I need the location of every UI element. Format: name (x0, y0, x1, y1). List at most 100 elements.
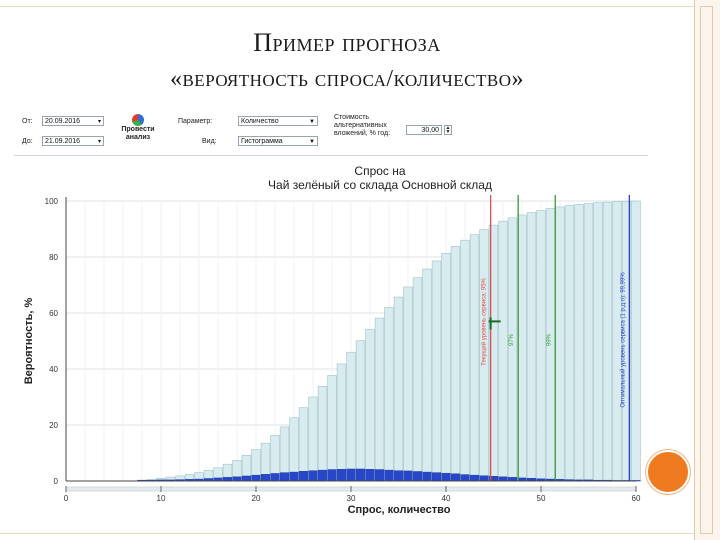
cumulative-bar (327, 375, 337, 482)
cumulative-bar (507, 217, 518, 482)
density-bar (441, 472, 451, 482)
pie-chart-icon[interactable] (132, 114, 144, 126)
density-bar (498, 476, 508, 482)
param-select[interactable]: Количество ▼ (238, 116, 318, 126)
cumulative-bar (574, 204, 584, 482)
chevron-down-icon: ▼ (309, 139, 315, 145)
density-bar (336, 469, 347, 482)
density-bar (450, 473, 461, 482)
cumulative-bar (517, 214, 527, 482)
param-label: Параметр: (178, 118, 213, 125)
cumulative-bar (422, 268, 432, 482)
cumulative-bar (526, 212, 537, 482)
density-bar (232, 476, 242, 482)
cumulative-bar (593, 202, 603, 482)
cumulative-bar (384, 307, 394, 482)
cumulative-bar (441, 253, 451, 482)
cumulative-bar (355, 340, 366, 482)
x-tick-label: 10 (157, 494, 166, 503)
cumulative-bar (450, 246, 461, 482)
density-bar (251, 474, 261, 482)
to-label: До: (22, 138, 33, 145)
to-date-value: 21.09.2016 (45, 138, 81, 145)
density-bar (298, 471, 309, 482)
from-date-field[interactable]: 20.09.2016 ▾ (42, 116, 104, 126)
density-bar (346, 468, 356, 482)
cumulative-bar (403, 286, 413, 482)
density-bar (507, 477, 518, 482)
frame-top-line (0, 6, 694, 7)
x-tick-label: 60 (632, 494, 641, 503)
cumulative-bar (460, 239, 470, 482)
x-tick-label: 0 (64, 494, 69, 503)
density-bar (365, 469, 375, 482)
density-bar (270, 473, 280, 482)
cumulative-bar (555, 206, 565, 482)
density-bar (431, 472, 442, 482)
view-label: Вид: (202, 138, 217, 145)
y-tick-label: 40 (49, 365, 58, 374)
toolbar-separator (14, 155, 648, 156)
orange-circle-decoration (646, 450, 690, 494)
x-tick-label: 40 (442, 494, 451, 503)
cumulative-bar (289, 417, 299, 482)
cumulative-bar (393, 296, 404, 482)
from-label: От: (22, 118, 33, 125)
run-analysis-button[interactable]: Провести анализ (121, 126, 155, 141)
density-bar (412, 471, 423, 482)
view-select[interactable]: Гистограмма ▼ (238, 136, 318, 146)
cumulative-bar (564, 205, 575, 482)
chevron-down-icon: ▼ (309, 119, 315, 125)
cumulative-bar (431, 260, 442, 482)
density-bar (279, 472, 290, 482)
density-bar (374, 469, 385, 482)
density-bar (327, 469, 337, 482)
cumulative-bar (583, 203, 594, 482)
from-date-value: 20.09.2016 (45, 118, 81, 125)
cumulative-bar (298, 407, 309, 482)
slide-frame-right (694, 0, 720, 540)
y-tick-label: 20 (49, 421, 58, 430)
density-bar (241, 475, 252, 482)
cumulative-bar (412, 277, 423, 482)
calendar-icon: ▾ (97, 139, 101, 145)
cumulative-bar (536, 210, 546, 482)
cost-input[interactable]: 30,00 (406, 125, 442, 135)
cumulative-bar (336, 363, 347, 482)
y-tick-label: 100 (45, 197, 59, 206)
cumulative-bar (317, 386, 328, 482)
density-bar (222, 477, 233, 482)
density-bar (355, 468, 366, 482)
y-tick-label: 60 (49, 309, 58, 318)
cumulative-bar (308, 396, 318, 482)
density-bar (460, 474, 470, 482)
calendar-icon: ▾ (97, 119, 101, 125)
density-bar (422, 471, 432, 482)
param-select-value: Количество (241, 118, 279, 125)
frame-bottom-line (0, 533, 694, 534)
density-bar (403, 470, 413, 482)
cost-stepper[interactable]: ▲ ▼ (444, 125, 452, 135)
service-level-markers: Текущий уровень сервиса: 95% 97% 99% Оптима… (481, 195, 630, 481)
cumulative-bar (602, 201, 613, 482)
density-bar (317, 469, 328, 482)
slide-title-line2: «вероятность спроса/количество» (169, 66, 525, 92)
chart-title-line2: Чай зелёный со склада Основной склад (268, 178, 492, 192)
density-bar (393, 470, 404, 482)
cost-label: Стоимость альтернативных вложений, % год… (334, 114, 391, 137)
density-bar (469, 474, 480, 482)
to-date-field[interactable]: 21.09.2016 ▾ (42, 136, 104, 146)
density-bar (479, 475, 489, 482)
cumulative-bar (498, 220, 508, 482)
x-axis-label: Спрос, количество (348, 504, 451, 516)
service-level-label: 97% (509, 333, 515, 346)
chart-axes: 0 20 40 60 80 100 0 10 20 30 40 50 60 (45, 197, 641, 503)
cumulative-bar (365, 328, 375, 482)
density-bar (289, 471, 299, 482)
chart-title-line1: Спрос на (354, 164, 406, 178)
analysis-toolbar: От: 20.09.2016 ▾ До: 21.09.2016 ▾ Провести… (14, 108, 648, 158)
service-level-label: 99% (546, 333, 552, 346)
x-tick-label: 50 (537, 494, 546, 503)
view-select-value: Гистограмма (241, 138, 283, 145)
